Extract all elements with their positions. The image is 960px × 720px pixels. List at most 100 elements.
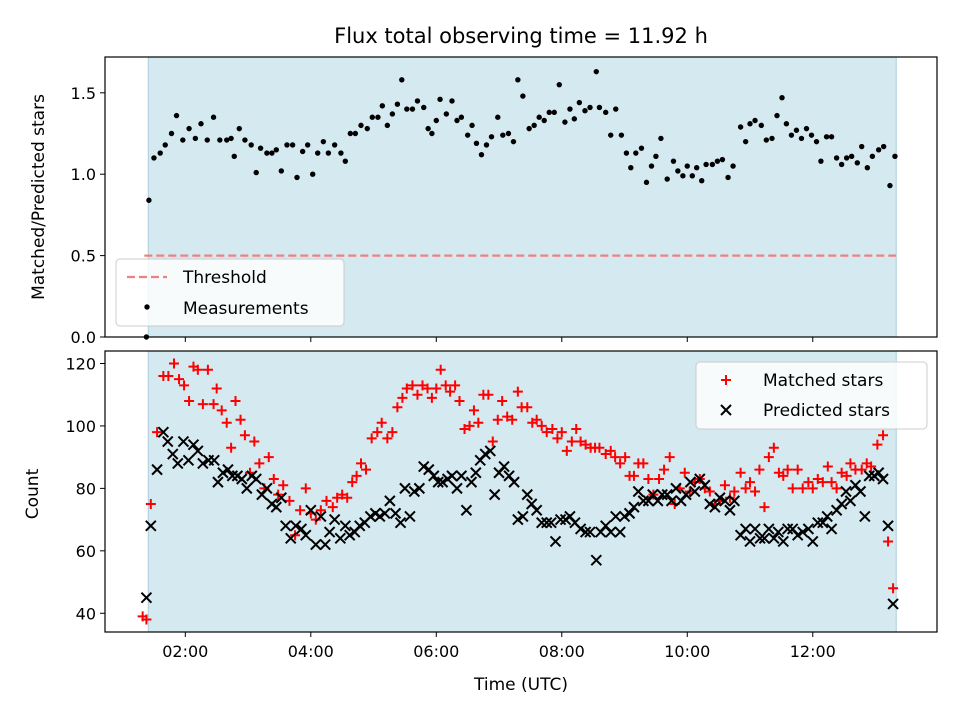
data-point	[389, 507, 402, 520]
data-point	[177, 435, 190, 448]
data-point	[754, 532, 766, 545]
data-point	[605, 526, 617, 538]
data-point	[394, 101, 401, 107]
data-point	[507, 414, 518, 425]
data-point	[197, 457, 209, 470]
data-point	[408, 485, 421, 498]
data-point	[250, 473, 262, 485]
data-point	[417, 380, 428, 391]
data-point	[384, 122, 391, 129]
data-point	[192, 364, 203, 375]
data-point	[387, 427, 398, 438]
legend-matched-swatch	[721, 375, 731, 385]
data-point	[763, 452, 774, 463]
data-point	[429, 130, 435, 137]
data-point	[354, 520, 366, 532]
data-point	[187, 438, 200, 451]
data-point	[151, 155, 157, 161]
data-point	[545, 517, 557, 529]
data-point	[566, 436, 577, 447]
data-point	[872, 439, 883, 450]
data-point	[315, 505, 326, 516]
data-point	[169, 358, 180, 369]
data-point	[323, 526, 336, 538]
data-point	[520, 93, 526, 99]
data-point	[157, 150, 163, 156]
data-point	[197, 399, 208, 410]
data-point	[856, 464, 867, 475]
data-point	[817, 477, 828, 488]
data-point	[495, 114, 501, 120]
data-point	[638, 145, 645, 151]
data-point	[792, 464, 803, 475]
data-point	[836, 467, 847, 478]
x-tick-label: 06:00	[413, 642, 459, 661]
data-point	[689, 485, 701, 498]
data-point	[172, 457, 184, 470]
data-point	[714, 158, 721, 164]
data-point	[399, 77, 405, 83]
data-point	[315, 510, 327, 523]
data-point	[812, 517, 824, 529]
data-point	[781, 523, 794, 535]
data-point	[369, 114, 375, 120]
data-point	[470, 467, 482, 479]
data-point	[664, 452, 675, 463]
data-point	[823, 134, 830, 140]
data-point	[838, 161, 845, 168]
data-point	[747, 121, 753, 127]
data-point	[562, 119, 568, 125]
data-point	[487, 436, 498, 447]
data-point	[331, 142, 338, 148]
data-point	[321, 495, 332, 506]
data-point	[414, 98, 421, 104]
data-point	[479, 448, 491, 460]
data-point	[338, 150, 344, 156]
data-point	[808, 132, 815, 138]
data-point	[638, 458, 649, 469]
data-point	[425, 125, 431, 132]
data-point	[818, 158, 824, 164]
data-point	[791, 529, 804, 541]
data-point	[319, 538, 331, 551]
data-point	[433, 117, 439, 124]
data-point	[510, 138, 517, 145]
data-point	[145, 498, 156, 509]
data-point	[273, 147, 279, 153]
data-point	[594, 442, 605, 453]
data-point	[437, 96, 443, 103]
data-point	[208, 399, 219, 410]
data-point	[228, 135, 234, 142]
data-point	[603, 109, 609, 116]
data-point	[536, 114, 542, 120]
data-point	[325, 150, 332, 156]
y-tick-label: 60	[76, 542, 96, 561]
data-point	[704, 498, 716, 510]
data-point	[488, 134, 495, 140]
y-tick-label: 1.0	[71, 165, 96, 184]
data-point	[887, 182, 893, 189]
x-tick-label: 02:00	[162, 642, 208, 661]
data-point	[152, 427, 163, 438]
data-point	[637, 495, 650, 507]
data-point	[763, 137, 770, 143]
data-point	[828, 134, 835, 140]
data-point	[725, 174, 731, 181]
data-point	[500, 132, 506, 138]
data-point	[593, 68, 599, 75]
data-point	[693, 164, 700, 171]
data-point	[517, 510, 529, 523]
data-point	[505, 130, 512, 137]
data-point	[454, 117, 460, 124]
data-point	[455, 470, 468, 482]
series-predicted-stars	[140, 426, 899, 610]
data-point	[364, 510, 377, 523]
data-point	[146, 197, 152, 203]
data-point	[204, 137, 210, 143]
data-point	[498, 460, 510, 473]
data-point	[328, 513, 341, 526]
data-point	[294, 174, 300, 181]
data-point	[788, 132, 795, 138]
data-point	[211, 383, 222, 394]
data-point	[483, 389, 494, 400]
